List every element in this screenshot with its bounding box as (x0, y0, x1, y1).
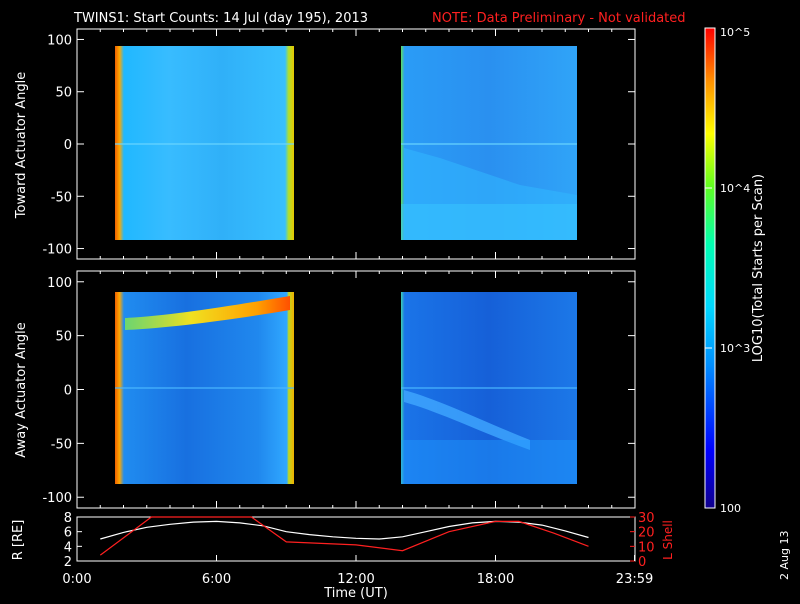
away-ytick-label: -50 (51, 437, 72, 452)
ephem-right-tick-label: 10 (638, 540, 655, 555)
x-tick-label: 23:59 (616, 572, 653, 587)
ephem-right-tick-label: 0 (638, 555, 646, 570)
date-stamp: 2 Aug 13 (778, 531, 791, 580)
toward-ytick-label: -100 (42, 243, 72, 258)
away-ytick-label: 50 (55, 330, 72, 345)
x-tick-label: 6:00 (202, 572, 231, 587)
ephemeris-right-label: L Shell (661, 520, 675, 560)
ephem-right-tick-label: 30 (638, 511, 655, 526)
colorbar-label: LOG10(Total Starts per Scan) (751, 174, 766, 362)
axis-ticks: 100500-50-100100500-50-100246801020300:0… (42, 29, 655, 587)
colorbar (704, 27, 716, 509)
away-ytick-label: 0 (64, 384, 72, 399)
away-ylabel: Away Actuator Angle (14, 322, 29, 457)
colorbar-ticks: 10^5 10^4 10^3 100 (705, 26, 750, 515)
ephem-left-tick-label: 6 (64, 526, 72, 541)
away-high-band (125, 296, 290, 330)
radius-series-line (100, 520, 589, 540)
toward-ytick-label: -50 (51, 190, 72, 205)
away-lowangle-band (401, 440, 577, 484)
away-ytick-label: 100 (47, 276, 72, 291)
toward-heatmap (115, 46, 577, 240)
ephem-left-tick-label: 8 (64, 511, 72, 526)
colorbar-tick-label: 10^5 (720, 26, 750, 39)
colorbar-tick-label: 100 (720, 502, 741, 515)
away-ytick-label: -100 (42, 491, 72, 506)
ephem-left-tick-label: 2 (64, 555, 72, 570)
ephemeris-panel-frame (76, 516, 636, 562)
toward-lowangle-band (401, 204, 577, 240)
away-heatmap (115, 292, 577, 484)
toward-ytick-label: 50 (55, 86, 72, 101)
figure-title: TWINS1: Start Counts: 14 Jul (day 195), … (73, 11, 368, 26)
x-axis-title: Time (UT) (323, 586, 388, 600)
ephem-left-tick-label: 4 (64, 540, 72, 555)
ephemeris-lines (99, 516, 589, 556)
toward-ytick-label: 100 (47, 33, 72, 48)
colorbar-tick-label: 10^3 (720, 342, 750, 355)
data-note: NOTE: Data Preliminary - Not validated (432, 11, 686, 26)
ephem-right-tick-label: 20 (638, 526, 655, 541)
lshell-series-line (99, 516, 589, 556)
x-tick-label: 18:00 (477, 572, 514, 587)
x-tick-label: 0:00 (62, 572, 91, 587)
toward-ylabel: Toward Actuator Angle (14, 72, 29, 219)
x-tick-label: 12:00 (337, 572, 374, 587)
colorbar-tick-label: 10^4 (720, 182, 750, 195)
away-diagonal-feature (404, 390, 530, 450)
ephemeris-left-label: R [RE] (11, 520, 26, 561)
toward-ytick-label: 0 (64, 138, 72, 153)
